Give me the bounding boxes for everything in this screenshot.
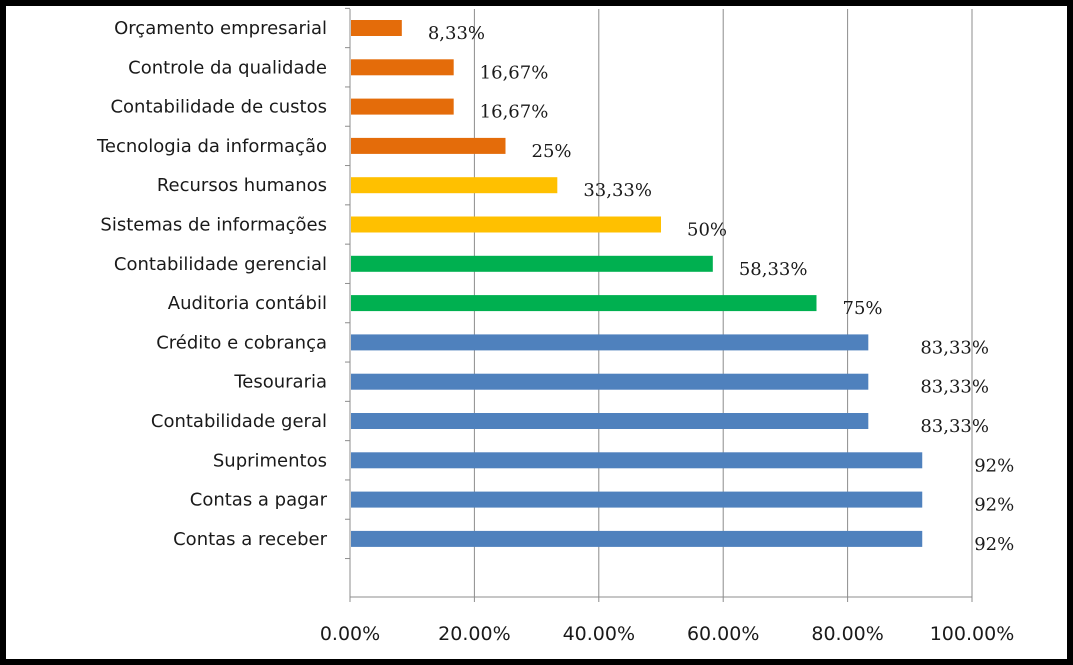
category-label: Sistemas de informações [100, 215, 327, 236]
data-label: 25% [532, 141, 572, 162]
category-label: Contabilidade de custos [110, 97, 327, 118]
data-label: 33,33% [583, 180, 652, 201]
bars [351, 20, 923, 547]
bar [351, 59, 454, 76]
bar [351, 373, 869, 390]
category-label: Contas a pagar [190, 490, 328, 511]
x-tick-label: 40.00% [563, 623, 635, 645]
data-label: 8,33% [428, 23, 485, 44]
x-tick-label: 20.00% [438, 623, 510, 645]
category-label: Contabilidade geral [151, 411, 327, 432]
bar [351, 137, 506, 154]
category-labels: Orçamento empresarial Controle da qualida… [96, 18, 328, 550]
data-label: 83,33% [920, 337, 989, 358]
x-tick-label: 80.00% [811, 623, 883, 645]
bar [351, 20, 402, 36]
bar [351, 491, 923, 508]
x-tick-labels: 0.00% 20.00% 40.00% 60.00% 80.00% 100.00% [320, 623, 1014, 645]
data-label: 92% [974, 455, 1014, 476]
category-label: Tecnologia da informação [96, 136, 327, 157]
x-tick-label: 0.00% [320, 623, 380, 645]
data-label: 92% [974, 495, 1014, 516]
category-label: Recursos humanos [157, 175, 327, 196]
bar [351, 255, 713, 272]
data-label: 50% [687, 220, 727, 241]
x-tick-label: 100.00% [930, 623, 1015, 645]
data-label: 58,33% [739, 259, 808, 280]
category-label: Crédito e cobrança [156, 332, 327, 353]
bar [351, 452, 923, 469]
category-label: Controle da qualidade [128, 57, 327, 78]
x-tick-label: 60.00% [687, 623, 759, 645]
category-label: Auditoria contábil [168, 293, 327, 314]
bar [351, 177, 558, 194]
bar [351, 295, 817, 312]
bar [351, 98, 454, 115]
data-label: 92% [974, 534, 1014, 555]
category-label: Orçamento empresarial [114, 18, 327, 39]
category-label: Contas a receber [173, 529, 327, 550]
value-labels: 8,33% 16,67% 16,67% 25% 33,33% 50% 58,33% 75% 83… [428, 23, 1014, 555]
data-label: 16,67% [480, 62, 549, 83]
bar [351, 530, 923, 547]
category-label: Contabilidade gerencial [114, 254, 327, 275]
horizontal-bar-chart: Orçamento empresarial Controle da qualida… [96, 7, 1014, 645]
category-label: Tesouraria [233, 372, 327, 393]
category-label: Suprimentos [213, 450, 327, 471]
data-label: 83,33% [920, 377, 989, 398]
bar [351, 413, 869, 429]
data-label: 75% [843, 298, 883, 319]
bar [351, 216, 661, 233]
data-label: 83,33% [920, 416, 989, 437]
axes [345, 7, 973, 602]
bar [351, 334, 869, 351]
data-label: 16,67% [480, 102, 549, 123]
